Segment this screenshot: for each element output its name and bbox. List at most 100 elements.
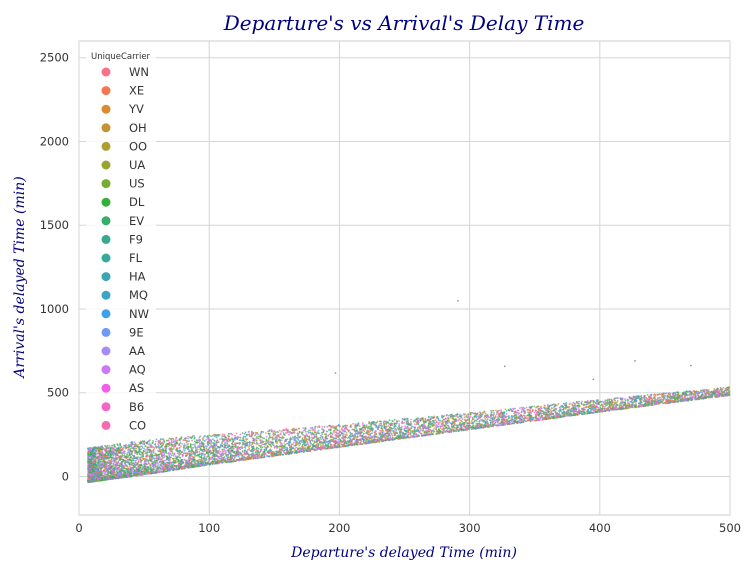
- scatter-point: [637, 402, 640, 404]
- scatter-point: [171, 445, 174, 448]
- scatter-point: [261, 446, 264, 449]
- scatter-point: [265, 435, 268, 438]
- scatter-point: [544, 407, 547, 409]
- scatter-point: [289, 441, 292, 444]
- scatter-point: [302, 427, 305, 429]
- scatter-point: [568, 403, 571, 406]
- scatter-point: [135, 466, 138, 469]
- scatter-point: [220, 443, 222, 446]
- scatter-point: [212, 438, 214, 441]
- scatter-point: [283, 445, 286, 447]
- scatter-point: [437, 423, 440, 426]
- scatter-point: [307, 432, 310, 434]
- scatter-point: [117, 456, 119, 459]
- scatter-point: [292, 438, 294, 441]
- scatter-point: [629, 401, 632, 403]
- scatter-point: [346, 440, 349, 443]
- scatter-point: [393, 418, 396, 421]
- scatter-point: [378, 424, 381, 426]
- scatter-point: [239, 448, 242, 451]
- scatter-point: [139, 450, 142, 453]
- scatter-point: [265, 449, 268, 451]
- scatter-point: [223, 450, 225, 453]
- scatter-point: [188, 440, 191, 442]
- scatter-point: [410, 430, 412, 433]
- scatter-point: [181, 450, 184, 453]
- scatter-point: [414, 423, 416, 426]
- scatter-point: [248, 444, 251, 446]
- scatter-point: [283, 442, 286, 444]
- scatter-point: [199, 435, 202, 438]
- scatter-point: [107, 459, 110, 462]
- scatter-point: [396, 427, 399, 430]
- scatter-point: [182, 452, 185, 454]
- scatter-point: [145, 453, 148, 455]
- scatter-point: [233, 443, 236, 446]
- scatter-point: [123, 456, 126, 459]
- scatter-point: [443, 418, 445, 421]
- scatter-point: [463, 416, 466, 419]
- data-points: [87, 300, 731, 484]
- scatter-point: [193, 436, 196, 439]
- scatter-point: [721, 391, 723, 394]
- scatter-point: [707, 389, 710, 391]
- scatter-point: [469, 416, 472, 418]
- scatter-point: [227, 433, 230, 435]
- scatter-point: [466, 422, 468, 424]
- scatter-point: [459, 421, 462, 424]
- scatter-point: [642, 399, 644, 401]
- scatter-point: [455, 430, 458, 433]
- scatter-point: [241, 446, 244, 449]
- scatter-point: [553, 409, 556, 412]
- scatter-point: [251, 437, 254, 440]
- scatter-point: [701, 391, 704, 394]
- scatter-point: [237, 445, 240, 448]
- scatter-point: [208, 434, 211, 437]
- scatter-point: [234, 456, 236, 459]
- scatter-point: [250, 444, 253, 447]
- scatter-point: [560, 408, 562, 410]
- scatter-point: [293, 441, 295, 444]
- scatter-point: [281, 444, 284, 447]
- scatter-point: [435, 421, 438, 424]
- scatter-point: [519, 407, 521, 410]
- scatter-point: [547, 403, 549, 406]
- scatter-point: [170, 439, 173, 442]
- scatter-point: [149, 463, 152, 466]
- scatter-point: [173, 439, 175, 441]
- scatter-point: [362, 429, 364, 431]
- scatter-point: [302, 429, 305, 432]
- scatter-point: [172, 447, 175, 450]
- scatter-point: [288, 433, 290, 436]
- scatter-point: [495, 413, 498, 416]
- scatter-point: [558, 406, 561, 409]
- scatter-point: [611, 401, 614, 404]
- scatter-point: [510, 417, 512, 420]
- scatter-point: [235, 445, 237, 448]
- scatter-point: [258, 444, 260, 447]
- scatter-point: [496, 416, 499, 418]
- scatter-point: [181, 455, 184, 458]
- scatter-point: [179, 442, 182, 444]
- scatter-point: [252, 457, 255, 460]
- scatter-point: [203, 450, 206, 452]
- scatter-point: [432, 429, 435, 431]
- scatter-point: [130, 463, 133, 466]
- scatter-point: [307, 438, 310, 441]
- scatter-point: [153, 457, 156, 460]
- scatter-point: [183, 449, 185, 451]
- scatter-point: [137, 443, 139, 446]
- grid-lines: [78, 41, 731, 515]
- scatter-point: [158, 460, 161, 463]
- scatter-point: [391, 434, 394, 437]
- scatter-point: [327, 435, 329, 437]
- scatter-point: [132, 470, 134, 473]
- scatter-point: [317, 432, 320, 434]
- scatter-point: [371, 432, 373, 435]
- scatter-point: [354, 441, 357, 444]
- scatter-point: [184, 452, 187, 454]
- scatter-point: [152, 460, 155, 463]
- scatter-point: [577, 407, 580, 409]
- scatter-point: [118, 464, 120, 467]
- scatter-point: [183, 444, 185, 447]
